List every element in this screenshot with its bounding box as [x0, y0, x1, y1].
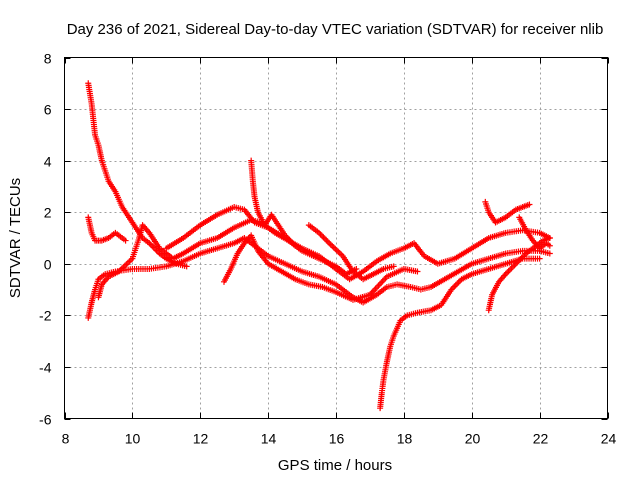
y-tick-label: 2 — [44, 205, 52, 221]
data-point — [292, 242, 299, 249]
series-track-b — [85, 214, 129, 244]
series-track-h — [305, 222, 397, 283]
data-point — [546, 235, 553, 241]
series-track-k — [485, 235, 553, 314]
x-tick-label: 24 — [601, 431, 617, 447]
data-point — [452, 282, 459, 289]
y-tick-label: 8 — [44, 51, 52, 67]
data-point — [353, 265, 360, 272]
data-point — [508, 265, 515, 272]
series-track-e — [163, 204, 360, 278]
x-tick-label: 12 — [193, 431, 209, 447]
x-tick-label: 22 — [533, 431, 549, 447]
data-point — [323, 237, 330, 244]
series-track-i — [377, 255, 543, 412]
series-layer — [85, 80, 553, 412]
y-tick-label: -6 — [39, 412, 52, 428]
data-point — [414, 268, 421, 275]
x-tick-label: 16 — [329, 431, 345, 447]
y-tick-label: 0 — [44, 257, 52, 273]
data-point — [455, 279, 462, 286]
data-point — [536, 255, 543, 262]
y-tick-label: -4 — [39, 360, 52, 376]
data-point — [149, 243, 156, 250]
chart-title: Day 236 of 2021, Sidereal Day-to-day VTE… — [67, 21, 604, 38]
x-tick-label: 8 — [62, 431, 70, 447]
data-point — [122, 237, 129, 244]
data-point — [324, 238, 331, 245]
data-point — [147, 241, 154, 248]
series-track-j — [482, 198, 533, 226]
data-point — [505, 268, 512, 275]
series-track-l — [516, 214, 553, 252]
series-track-f — [221, 232, 421, 303]
y-axis-title: SDTVAR / TECUs — [7, 178, 24, 298]
series-track-a — [85, 80, 190, 270]
data-point — [317, 231, 324, 238]
y-tick-label: 4 — [44, 154, 52, 170]
data-point — [321, 235, 328, 242]
data-point — [504, 269, 511, 276]
x-tick-label: 10 — [125, 431, 141, 447]
data-point — [454, 280, 461, 287]
series-track-g — [248, 157, 299, 249]
data-point — [546, 242, 553, 249]
data-point — [507, 266, 514, 273]
x-tick-label: 18 — [397, 431, 413, 447]
data-point — [451, 283, 458, 290]
data-point — [546, 250, 553, 257]
x-tick-label: 14 — [261, 431, 277, 447]
x-tick-label: 20 — [465, 431, 481, 447]
x-axis-title: GPS time / hours — [278, 457, 392, 474]
data-point — [526, 201, 533, 208]
data-point — [318, 232, 325, 239]
data-point — [390, 263, 397, 270]
data-point — [320, 234, 327, 241]
data-point — [183, 263, 190, 270]
y-tick-label: 6 — [44, 102, 52, 118]
y-tick-label: -2 — [39, 308, 52, 324]
